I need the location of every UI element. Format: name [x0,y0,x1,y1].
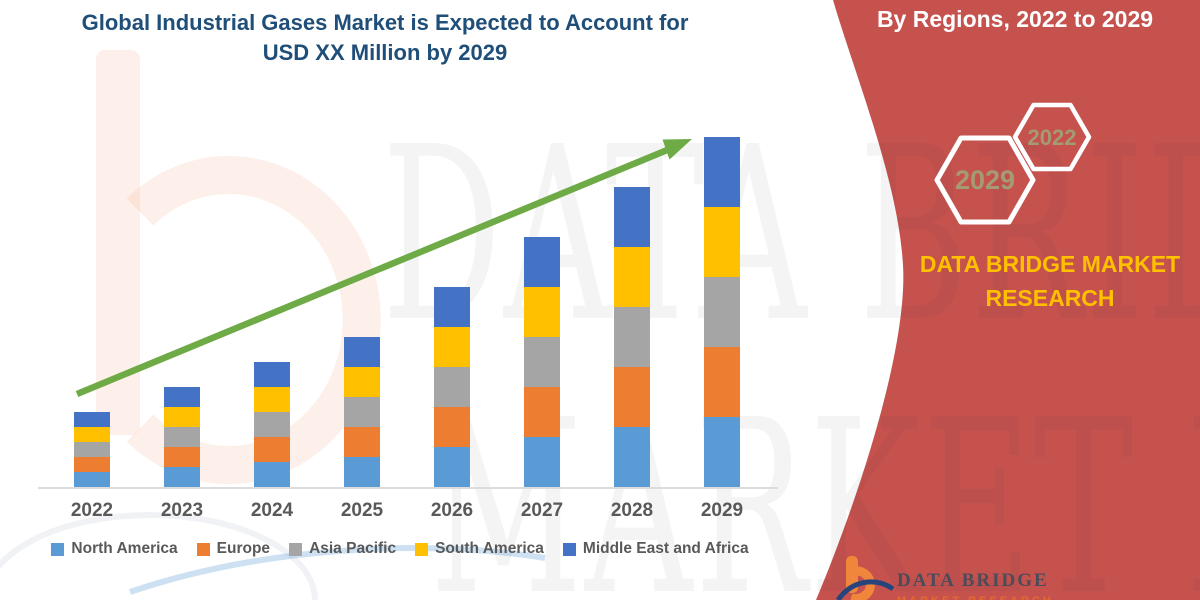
bar-segment-asia-pacific [344,397,380,427]
legend-swatch [289,542,303,556]
bar-segment-europe [524,387,560,437]
bar-segment-europe [434,407,470,447]
legend-label: Europe [216,540,271,557]
bar-segment-middle-east-and-africa [164,387,200,407]
bar-segment-europe [614,367,650,427]
bar-segment-north-america [614,427,650,487]
bar-segment-south-america [254,387,290,412]
legend-label: North America [71,540,178,557]
x-axis-label-2022: 2022 [70,500,114,521]
bar-segment-europe [164,447,200,467]
legend-swatch [196,542,210,556]
panel-heading: By Regions, 2022 to 2029 [876,6,1154,32]
bar-segment-asia-pacific [614,307,650,367]
bar-segment-south-america [704,207,740,277]
bar-segment-south-america [614,247,650,307]
chart-title-line1: Global Industrial Gases Market is Expect… [81,10,689,35]
footer-logo-tagline: MARKET RESEARCH [897,595,1054,600]
bar-segment-north-america [704,417,740,487]
bar-segment-south-america [74,427,110,442]
legend-label: Middle East and Africa [582,540,749,557]
legend-label: South America [435,540,544,557]
x-axis-label-2023: 2023 [160,500,204,521]
bar-segment-north-america [74,472,110,487]
legend-item-europe: Europe [196,540,271,558]
x-axis-label-2024: 2024 [250,500,294,521]
bar-segment-asia-pacific [434,367,470,407]
legend-item-middle-east-and-africa: Middle East and Africa [562,540,749,558]
bar-segment-asia-pacific [524,337,560,387]
x-axis-label-2026: 2026 [430,500,474,521]
chart-legend: North America Europe Asia Pacific South Ame… [28,540,772,558]
bar-segment-south-america [524,287,560,337]
chart-title-line2: USD XX Million by 2029 [262,40,508,65]
x-axis-line [38,487,778,489]
bar-segment-middle-east-and-africa [74,412,110,427]
bar-segment-middle-east-and-africa [344,337,380,367]
hexagon-2029-label: 2029 [954,165,1016,195]
x-axis-label-2027: 2027 [520,500,564,521]
bar-segment-asia-pacific [254,412,290,437]
legend-item-south-america: South America [415,540,544,558]
bar-segment-middle-east-and-africa [254,362,290,387]
bar-segment-south-america [434,327,470,367]
x-axis-label-2025: 2025 [340,500,384,521]
x-axis-label-2029: 2029 [700,500,744,521]
bar-segment-europe [254,437,290,462]
bar-segment-middle-east-and-africa [524,237,560,287]
legend-item-north-america: North America [51,540,178,558]
hexagon-2022-label: 2022 [1027,125,1077,150]
bar-segment-asia-pacific [74,442,110,457]
bar-segment-europe [704,347,740,417]
legend-label: Asia Pacific [309,540,397,557]
bar-segment-north-america [434,447,470,487]
bar-segment-south-america [344,367,380,397]
legend-item-asia-pacific: Asia Pacific [289,540,396,558]
chart-title: Global Industrial Gases Market is Expect… [25,8,745,68]
bar-segment-south-america [164,407,200,427]
legend-swatch [562,542,576,556]
bar-segment-middle-east-and-africa [434,287,470,327]
plot-area [74,137,740,487]
x-axis-label-2028: 2028 [610,500,654,521]
bar-segment-europe [344,427,380,457]
bar-segment-asia-pacific [704,277,740,347]
bar-segment-north-america [524,437,560,487]
brand-line1: DATA BRIDGE MARKET [919,251,1181,277]
bar-segment-north-america [254,462,290,487]
brand-text: DATA BRIDGE MARKET RESEARCH [895,247,1200,315]
footer-logo-name: DATA BRIDGE [897,570,1049,591]
bar-segment-north-america [164,467,200,487]
bar-segment-north-america [344,457,380,487]
brand-line2: RESEARCH [985,285,1115,311]
legend-swatch [415,542,429,556]
bar-segment-asia-pacific [164,427,200,447]
bar-segment-europe [74,457,110,472]
bar-segment-middle-east-and-africa [704,137,740,207]
bar-segment-middle-east-and-africa [614,187,650,247]
legend-swatch [51,542,65,556]
